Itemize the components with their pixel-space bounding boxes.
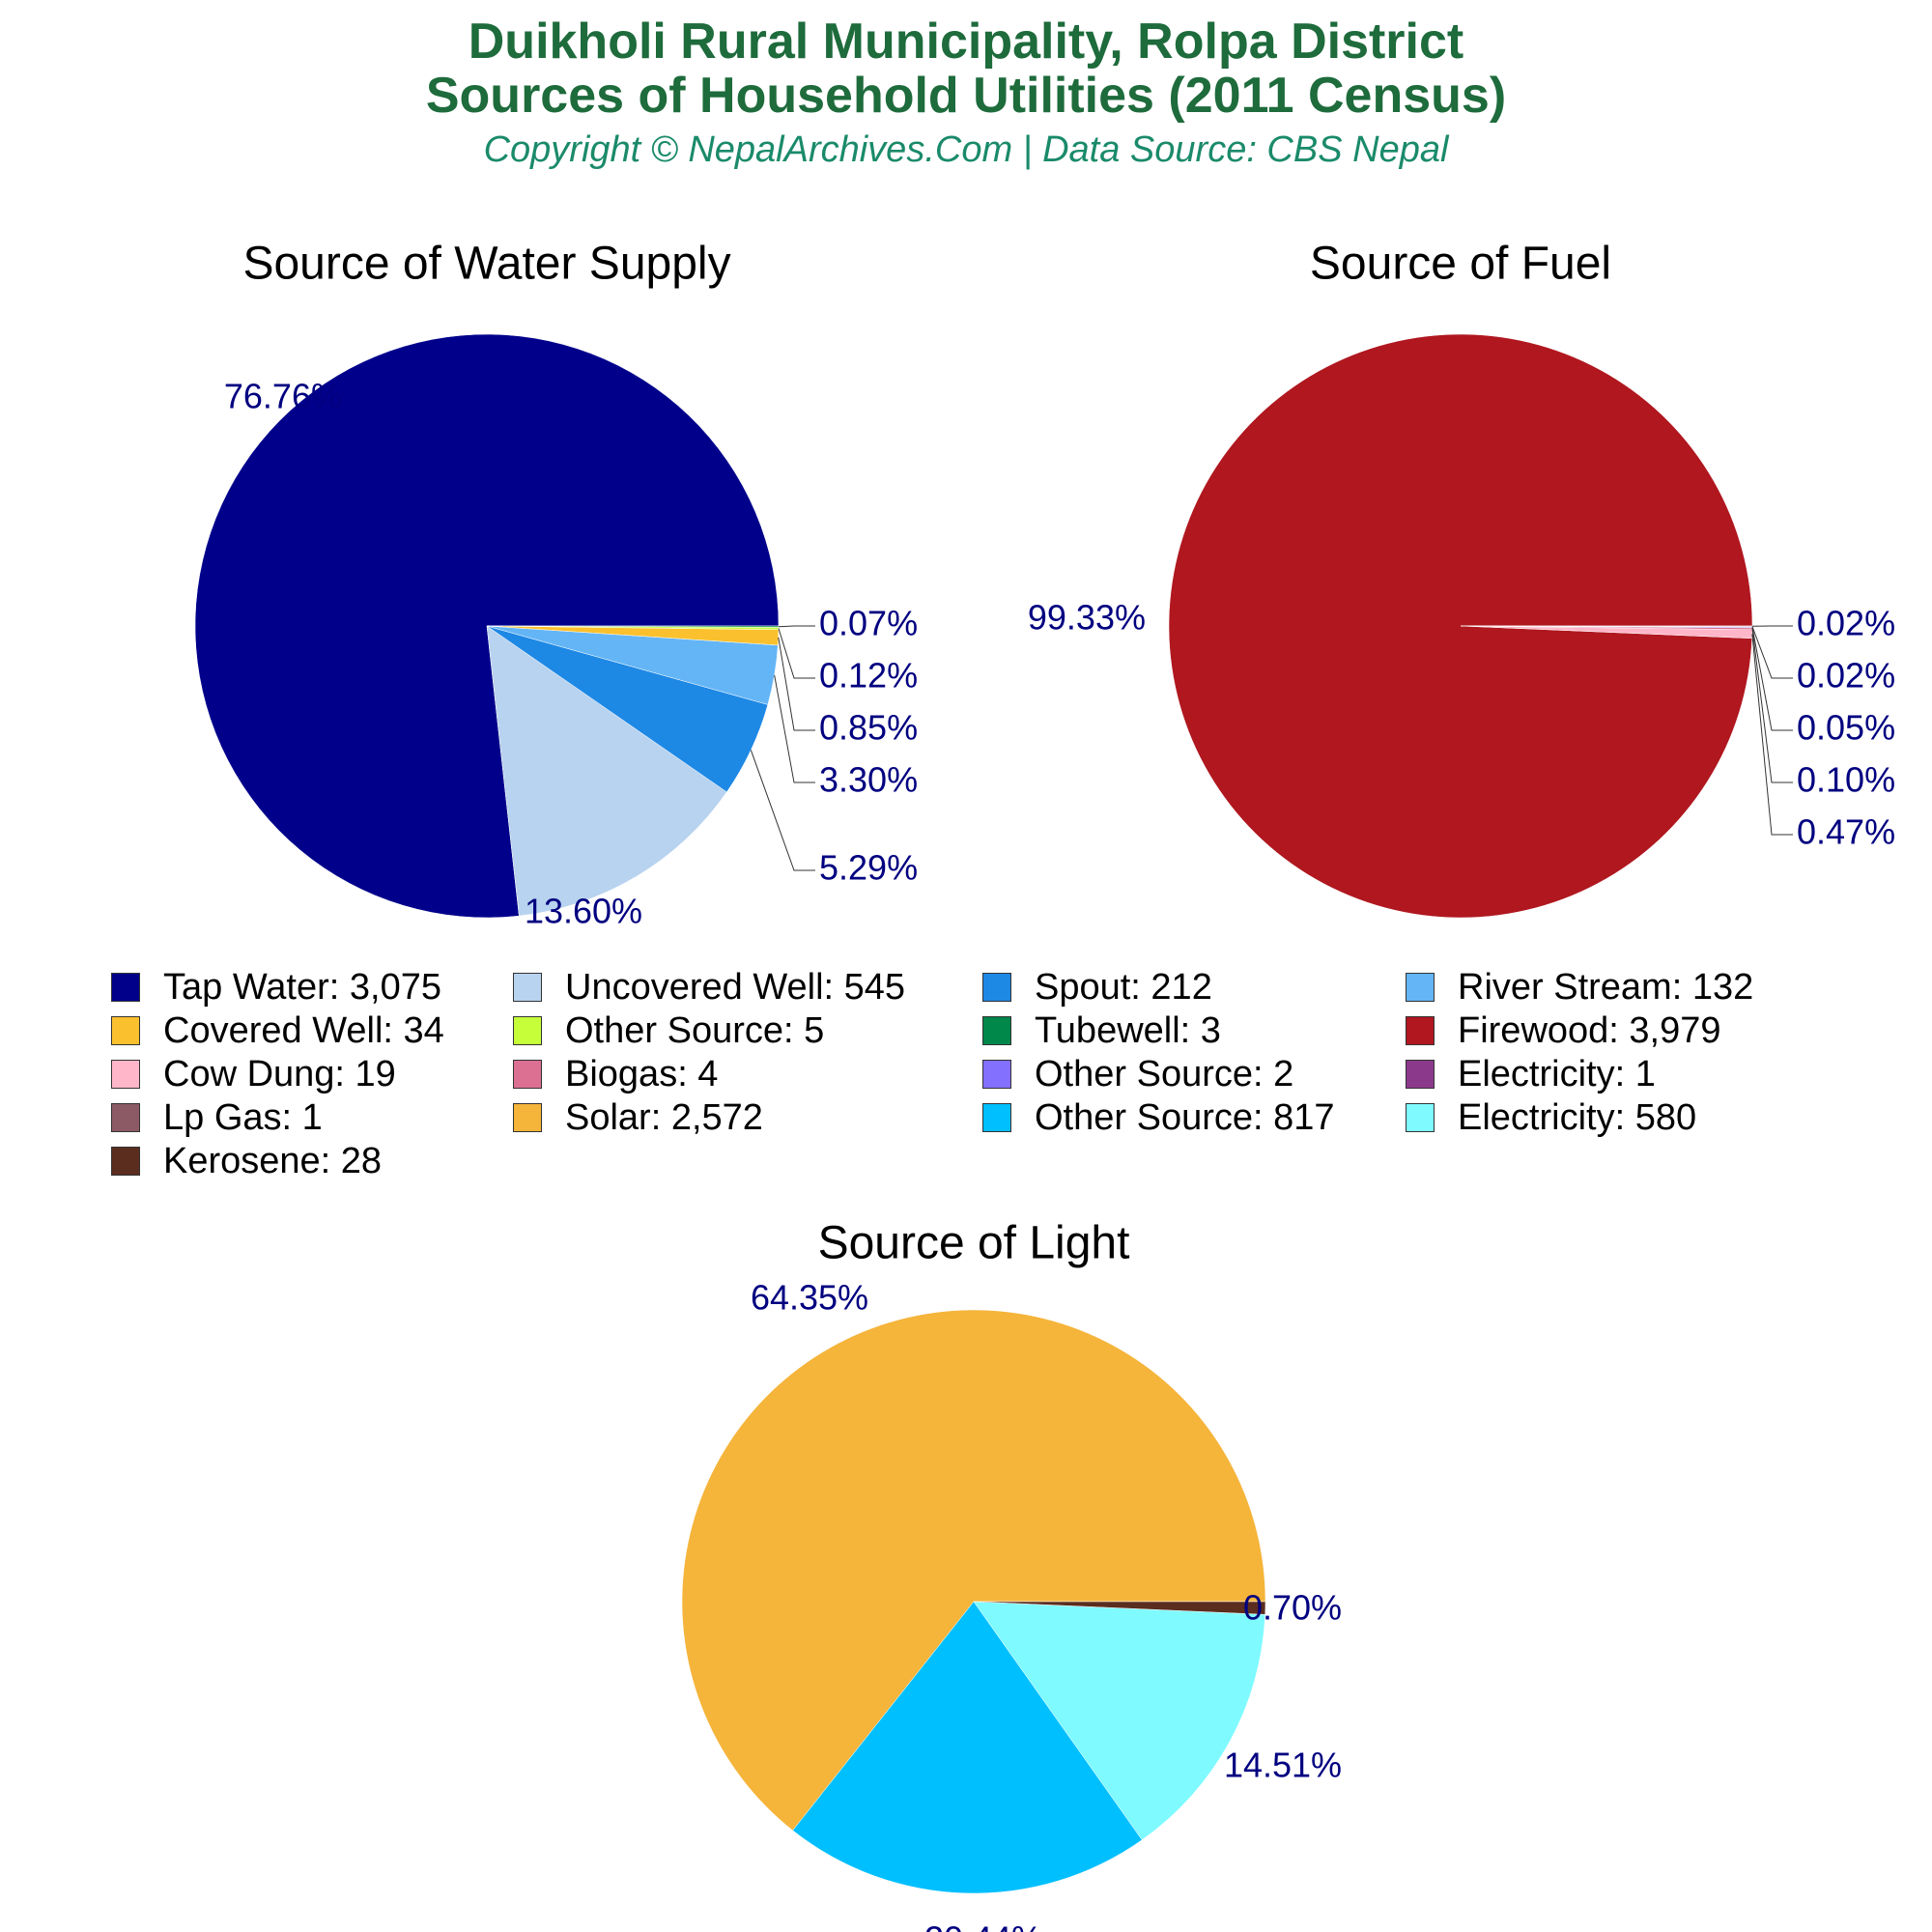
leader-line — [750, 750, 815, 871]
chart-title-line-2: Sources of Household Utilities (2011 Cen… — [425, 68, 1507, 124]
legend-item: Covered Well: 34 — [111, 1009, 444, 1052]
legend-label: Solar: 2,572 — [565, 1096, 763, 1138]
legend-label: Uncovered Well: 545 — [565, 966, 906, 1008]
slice-percent-label: 99.33% — [1028, 598, 1146, 638]
legend-swatch — [111, 973, 140, 1002]
leader-line — [1751, 628, 1793, 783]
legend-swatch — [513, 1016, 542, 1045]
legend-label: Firewood: 3,979 — [1458, 1009, 1721, 1051]
legend-swatch — [982, 1060, 1011, 1089]
chart-subtitle: Copyright © NepalArchives.Com | Data Sou… — [483, 129, 1449, 170]
legend-label: Kerosene: 28 — [163, 1140, 383, 1181]
legend-swatch — [513, 973, 542, 1002]
pie-slice — [792, 1601, 1143, 1894]
legend-item: Biogas: 4 — [513, 1053, 718, 1095]
slice-percent-label: 0.85% — [819, 708, 918, 748]
leader-line — [778, 637, 815, 731]
leader-line — [778, 625, 815, 628]
legend-swatch — [111, 1060, 140, 1089]
legend-swatch — [1406, 1060, 1435, 1089]
slice-percent-label: 20.44% — [924, 1919, 1042, 1932]
pie-slice — [973, 1601, 1265, 1841]
legend-swatch — [982, 1103, 1011, 1132]
legend-swatch — [513, 1103, 542, 1132]
legend-label: Covered Well: 34 — [163, 1009, 444, 1051]
legend-label: Electricity: 1 — [1458, 1053, 1656, 1094]
legend-label: Other Source: 5 — [565, 1009, 825, 1051]
legend-item: Electricity: 580 — [1406, 1096, 1696, 1139]
legend-swatch — [982, 973, 1011, 1002]
slice-percent-label: 3.30% — [819, 760, 918, 800]
legend-swatch — [111, 1016, 140, 1045]
slice-percent-label: 0.47% — [1797, 812, 1895, 852]
leader-line — [1751, 634, 1793, 836]
legend-item: Other Source: 817 — [982, 1096, 1335, 1139]
legend-swatch — [111, 1103, 140, 1132]
legend-label: River Stream: 132 — [1458, 966, 1754, 1008]
legend-label: Tap Water: 3,075 — [163, 966, 441, 1008]
legend-swatch — [1406, 1103, 1435, 1132]
legend-label: Lp Gas: 1 — [163, 1096, 323, 1138]
slice-percent-label: 13.60% — [525, 892, 642, 931]
legend-swatch — [513, 1060, 542, 1089]
legend-item: Solar: 2,572 — [513, 1096, 763, 1139]
pie-slice — [973, 1601, 1266, 1615]
legend-item: Lp Gas: 1 — [111, 1096, 323, 1139]
leader-line — [774, 674, 815, 783]
pie-slice — [681, 1309, 1266, 1832]
leader-line — [1751, 627, 1793, 731]
slice-percent-label: 5.29% — [819, 848, 918, 888]
slice-percent-label: 0.07% — [819, 604, 918, 643]
legend-item: Kerosene: 28 — [111, 1140, 382, 1182]
legend-item: Other Source: 2 — [982, 1053, 1293, 1095]
legend-item: Tubewell: 3 — [982, 1009, 1221, 1052]
chart-title-line-1: Duikholi Rural Municipality, Rolpa Distr… — [468, 14, 1464, 70]
slice-percent-label: 0.12% — [819, 656, 918, 696]
legend-item: Uncovered Well: 545 — [513, 966, 905, 1009]
pie-title: Source of Water Supply — [242, 239, 730, 290]
slice-percent-label: 0.70% — [1243, 1588, 1342, 1628]
legend-swatch — [111, 1147, 140, 1176]
legend-item: Electricity: 1 — [1406, 1053, 1656, 1095]
legend-swatch — [982, 1016, 1011, 1045]
legend-label: Tubewell: 3 — [1035, 1009, 1221, 1051]
legend-item: Cow Dung: 19 — [111, 1053, 396, 1095]
slice-percent-label: 14.51% — [1224, 1746, 1342, 1785]
legend-label: Other Source: 2 — [1035, 1053, 1294, 1094]
legend-swatch — [1406, 1016, 1435, 1045]
legend-label: Other Source: 817 — [1035, 1096, 1335, 1138]
pie-slice — [486, 625, 727, 917]
legend-label: Spout: 212 — [1035, 966, 1212, 1008]
legend-item: Spout: 212 — [982, 966, 1212, 1009]
slice-percent-label: 0.05% — [1797, 708, 1895, 748]
legend-item: River Stream: 132 — [1406, 966, 1753, 1009]
legend-item: Tap Water: 3,075 — [111, 966, 441, 1009]
slice-percent-label: 0.10% — [1797, 760, 1895, 800]
leader-line — [1751, 626, 1793, 679]
legend-item: Other Source: 5 — [513, 1009, 824, 1052]
legend-item: Firewood: 3,979 — [1406, 1009, 1721, 1052]
slice-percent-label: 0.02% — [1797, 656, 1895, 696]
leader-line — [778, 628, 815, 679]
legend-label: Electricity: 580 — [1458, 1096, 1697, 1138]
slice-percent-label: 76.76% — [224, 377, 342, 416]
legend-swatch — [1406, 973, 1435, 1002]
pie-title: Source of Light — [818, 1218, 1130, 1269]
slice-percent-label: 64.35% — [751, 1278, 868, 1318]
pie-title: Source of Fuel — [1310, 239, 1611, 290]
legend-label: Cow Dung: 19 — [163, 1053, 396, 1094]
legend-label: Biogas: 4 — [565, 1053, 719, 1094]
slice-percent-label: 0.02% — [1797, 604, 1895, 643]
